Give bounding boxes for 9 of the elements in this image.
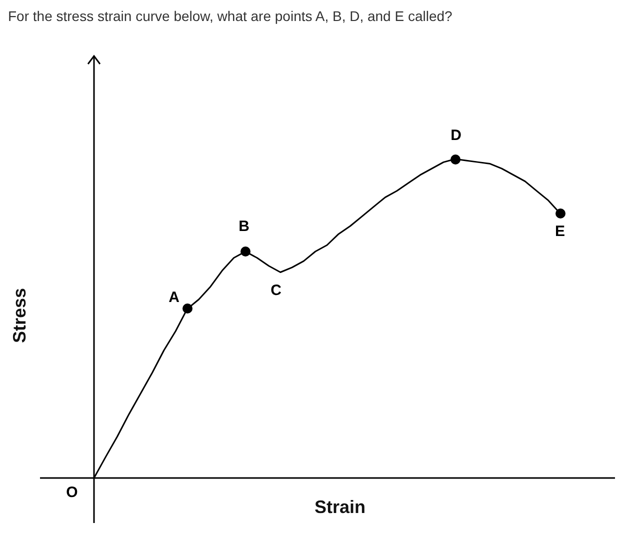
annotation: C	[270, 282, 282, 300]
chart-title: For the stress strain curve below, what are points A, B, D, and E called?	[8, 8, 452, 24]
annotation: B	[238, 218, 250, 236]
text: D	[450, 127, 462, 144]
annotation: E	[554, 223, 566, 240]
y-axis-title: Stress	[10, 286, 30, 346]
x-axis-title: Strain	[313, 497, 366, 518]
annotation: A	[168, 289, 180, 306]
text: O	[66, 484, 78, 502]
